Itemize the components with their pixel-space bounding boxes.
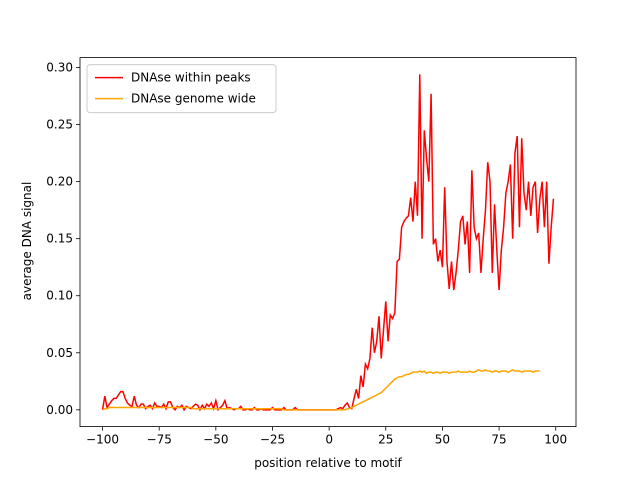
data-line — [102, 369, 540, 411]
x-tick-label: 75 — [491, 433, 506, 447]
x-tick-label: 0 — [325, 433, 333, 447]
x-tick-label: −50 — [203, 433, 228, 447]
y-tick-label: 0.00 — [46, 403, 73, 417]
legend: DNAse within peaks DNAse genome wide — [86, 64, 277, 114]
x-tick-label: 100 — [544, 433, 567, 447]
y-tick-label: 0.05 — [46, 346, 73, 360]
legend-frame — [86, 64, 277, 114]
x-tick-label: −100 — [86, 433, 119, 447]
y-tick-label: 0.20 — [46, 175, 73, 189]
y-tick-label: 0.10 — [46, 289, 73, 303]
x-tick-label: 50 — [435, 433, 450, 447]
plot-frame — [79, 57, 577, 427]
y-tick-label: 0.30 — [46, 61, 73, 75]
legend-label: DNAse genome wide — [131, 92, 256, 106]
data-line — [101, 74, 555, 412]
x-axis-label: position relative to motif — [254, 456, 402, 470]
x-tick-label: 25 — [378, 433, 393, 447]
y-tick-label: 0.15 — [46, 232, 73, 246]
y-tick-label: 0.25 — [46, 118, 73, 132]
x-tick-label: −75 — [147, 433, 172, 447]
y-axis-label: average DNA signal — [20, 182, 34, 301]
x-tick-label: −25 — [260, 433, 285, 447]
legend-label: DNAse within peaks — [131, 71, 251, 85]
